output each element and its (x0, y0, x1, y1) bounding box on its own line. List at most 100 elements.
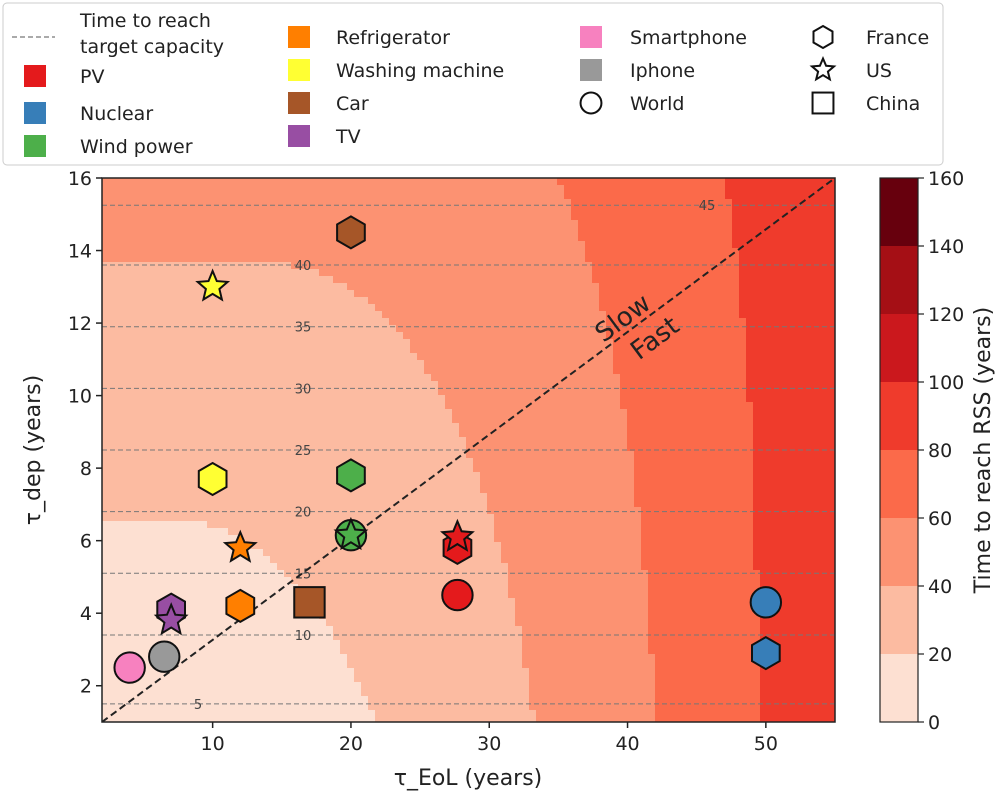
contour-cell (256, 521, 264, 529)
contour-cell (522, 304, 530, 312)
contour-cell (277, 297, 285, 305)
contour-cell (312, 528, 320, 536)
contour-cell (298, 206, 306, 214)
contour-cell (270, 521, 278, 529)
contour-cell (494, 549, 502, 557)
contour-cell (508, 675, 516, 683)
contour-cell (494, 584, 502, 592)
contour-cell (487, 486, 495, 494)
contour-cell (536, 437, 544, 445)
contour-cell (529, 297, 537, 305)
contour-cell (130, 423, 138, 431)
contour-cell (207, 626, 215, 634)
contour-cell (410, 598, 418, 606)
contour-cell (501, 402, 509, 410)
contour-cell (417, 689, 425, 697)
contour-cell (375, 640, 383, 648)
contour-cell (536, 675, 544, 683)
contour-cell (522, 311, 530, 319)
contour-cell (452, 437, 460, 445)
contour-cell (515, 605, 523, 613)
contour-cell (501, 255, 509, 263)
contour-cell (445, 612, 453, 620)
contour-cell (256, 395, 264, 403)
contour-cell (522, 339, 530, 347)
contour-cell (256, 213, 264, 221)
contour-cell (438, 276, 446, 284)
contour-cell (193, 262, 201, 270)
contour-cell (508, 339, 516, 347)
contour-cell (109, 185, 117, 193)
contour-cell (466, 612, 474, 620)
contour-cell (473, 598, 481, 606)
contour-cell (256, 283, 264, 291)
contour-cell (473, 493, 481, 501)
contour-cell (522, 675, 530, 683)
contour-cell (270, 598, 278, 606)
contour-cell (459, 276, 467, 284)
contour-cell (543, 465, 551, 473)
contour-cell (123, 423, 131, 431)
contour-cell (102, 311, 110, 319)
contour-cell (193, 668, 201, 676)
contour-cell (235, 626, 243, 634)
contour-cell (361, 360, 369, 368)
contour-cell (508, 500, 516, 508)
contour-cell (389, 297, 397, 305)
contour-cell (361, 185, 369, 193)
contour-cell (543, 507, 551, 515)
contour-cell (116, 213, 124, 221)
contour-cell (256, 423, 264, 431)
contour-cell (508, 619, 516, 627)
contour-cell (522, 598, 530, 606)
contour-cell (417, 227, 425, 235)
contour-cell (361, 304, 369, 312)
contour-cell (466, 241, 474, 249)
contour-cell (256, 346, 264, 354)
contour-cell (144, 241, 152, 249)
contour-cell (396, 304, 404, 312)
contour-cell (522, 290, 530, 298)
contour-cell (438, 605, 446, 613)
contour-cell (144, 416, 152, 424)
contour-cell (466, 521, 474, 529)
contour-cell (494, 416, 502, 424)
contour-cell (109, 647, 117, 655)
contour-cell (326, 346, 334, 354)
contour-cell (158, 479, 166, 487)
contour-cell (291, 668, 299, 676)
legend-marker-world (581, 93, 602, 114)
contour-cell (361, 367, 369, 375)
contour-cell (459, 507, 467, 515)
contour-cell (270, 493, 278, 501)
contour-cell (172, 458, 180, 466)
contour-cell (242, 633, 250, 641)
contour-cell (508, 591, 516, 599)
contour-cell (186, 668, 194, 676)
contour-cell (410, 255, 418, 263)
contour-cell (326, 234, 334, 242)
contour-cell (249, 409, 257, 417)
contour-cell (179, 451, 187, 459)
contour-cell (235, 220, 243, 228)
contour-cell (284, 409, 292, 417)
contour-cell (459, 696, 467, 704)
contour-cell (382, 605, 390, 613)
contour-cell (508, 395, 516, 403)
contour-cell (396, 192, 404, 200)
contour-cell (284, 388, 292, 396)
contour-cell (109, 626, 117, 634)
contour-cell (480, 269, 488, 277)
contour-cell (312, 346, 320, 354)
contour-cell (200, 374, 208, 382)
contour-cell (340, 346, 348, 354)
contour-cell (424, 458, 432, 466)
contour-cell (501, 717, 509, 725)
contour-cell (319, 542, 327, 550)
contour-cell (263, 521, 271, 529)
contour-cell (102, 458, 110, 466)
contour-cell (207, 325, 215, 333)
contour-cell (228, 248, 236, 256)
contour-cell (396, 486, 404, 494)
contour-cell (123, 360, 131, 368)
